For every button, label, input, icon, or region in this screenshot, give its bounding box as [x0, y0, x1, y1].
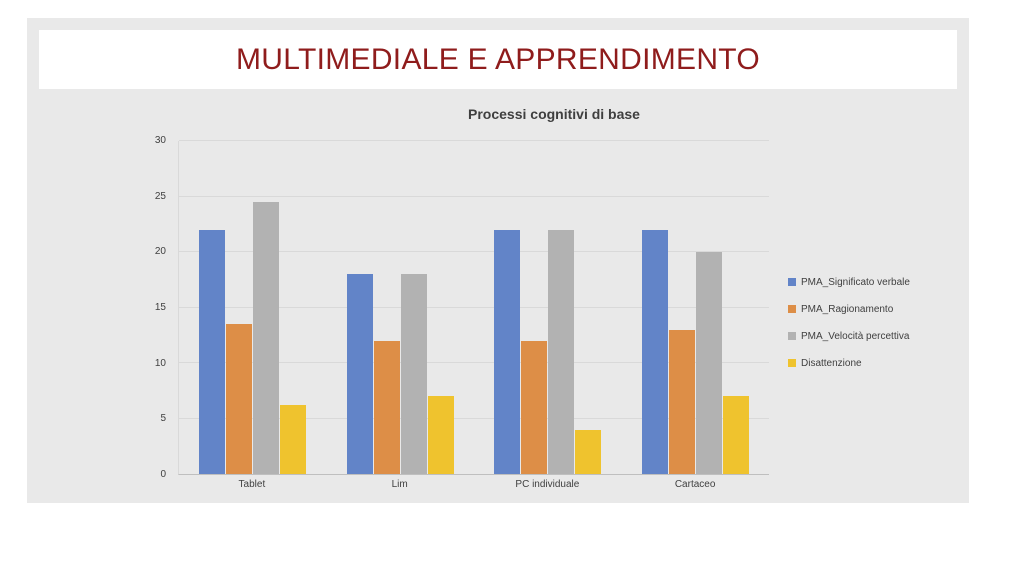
legend-label: PMA_Velocità percettiva	[801, 330, 910, 342]
bar-group	[179, 141, 327, 474]
slide: MULTIMEDIALE E APPRENDIMENTO Processi co…	[27, 18, 969, 503]
legend-swatch	[788, 278, 796, 286]
legend-label: PMA_Significato verbale	[801, 276, 910, 288]
plot-area	[178, 140, 769, 475]
y-tick-label: 30	[154, 135, 166, 146]
bar	[373, 340, 400, 474]
bar	[521, 340, 548, 474]
bar	[253, 202, 280, 474]
legend-item: PMA_Ragionamento	[788, 303, 910, 315]
gridline	[179, 417, 769, 419]
bar	[548, 229, 575, 474]
gridline	[179, 306, 769, 308]
bar-group	[327, 141, 475, 474]
legend-item: Disattenzione	[788, 357, 910, 369]
bar-groups	[179, 141, 769, 474]
legend-item: PMA_Velocità percettiva	[788, 330, 910, 342]
bar	[346, 274, 373, 474]
x-axis: Tablet Lim PC individuale Cartaceo	[178, 479, 769, 490]
x-category-label: PC individuale	[515, 479, 580, 490]
legend: PMA_Significato verbale PMA_Ragionamento P…	[788, 276, 910, 369]
bar-group	[474, 141, 622, 474]
bar	[641, 229, 668, 474]
legend-swatch	[788, 359, 796, 367]
gridlines	[179, 140, 769, 474]
slide-title: MULTIMEDIALE E APPRENDIMENTO	[235, 42, 761, 76]
bar	[280, 405, 307, 474]
y-tick-label: 20	[154, 246, 166, 258]
bar	[722, 396, 749, 474]
gridline	[179, 195, 769, 197]
gridline	[179, 251, 769, 252]
y-tick-label: 0	[160, 469, 166, 480]
bar	[427, 396, 454, 474]
gridline	[179, 362, 769, 363]
bar	[199, 229, 226, 474]
bar	[400, 274, 427, 474]
legend-label: Disattenzione	[801, 357, 862, 369]
bar	[668, 329, 695, 474]
y-axis: 0 5 10 15 20 25 30	[122, 136, 166, 480]
y-tick-label: 10	[154, 357, 166, 369]
legend-label: PMA_Ragionamento	[801, 303, 894, 315]
chart-title: Processi cognitivi di base	[468, 106, 640, 122]
x-category-label: Cartaceo	[674, 479, 716, 490]
bar	[226, 324, 253, 474]
bar-chart: Processi cognitivi di base 0 5 10 15 20 25 30 …	[27, 18, 969, 503]
bar-group	[622, 141, 770, 474]
x-category-label: Tablet	[238, 479, 266, 490]
title-banner: MULTIMEDIALE E APPRENDIMENTO	[39, 30, 957, 89]
bar	[575, 429, 602, 474]
legend-item: PMA_Significato verbale	[788, 276, 910, 288]
y-tick-label: 25	[154, 190, 166, 202]
y-tick-label: 15	[154, 302, 166, 313]
legend-swatch	[788, 305, 796, 313]
y-tick-label: 5	[160, 413, 166, 425]
gridline	[179, 140, 769, 141]
legend-swatch	[788, 332, 796, 340]
bar	[695, 252, 722, 474]
x-category-label: Lim	[391, 479, 408, 490]
bar	[494, 229, 521, 474]
